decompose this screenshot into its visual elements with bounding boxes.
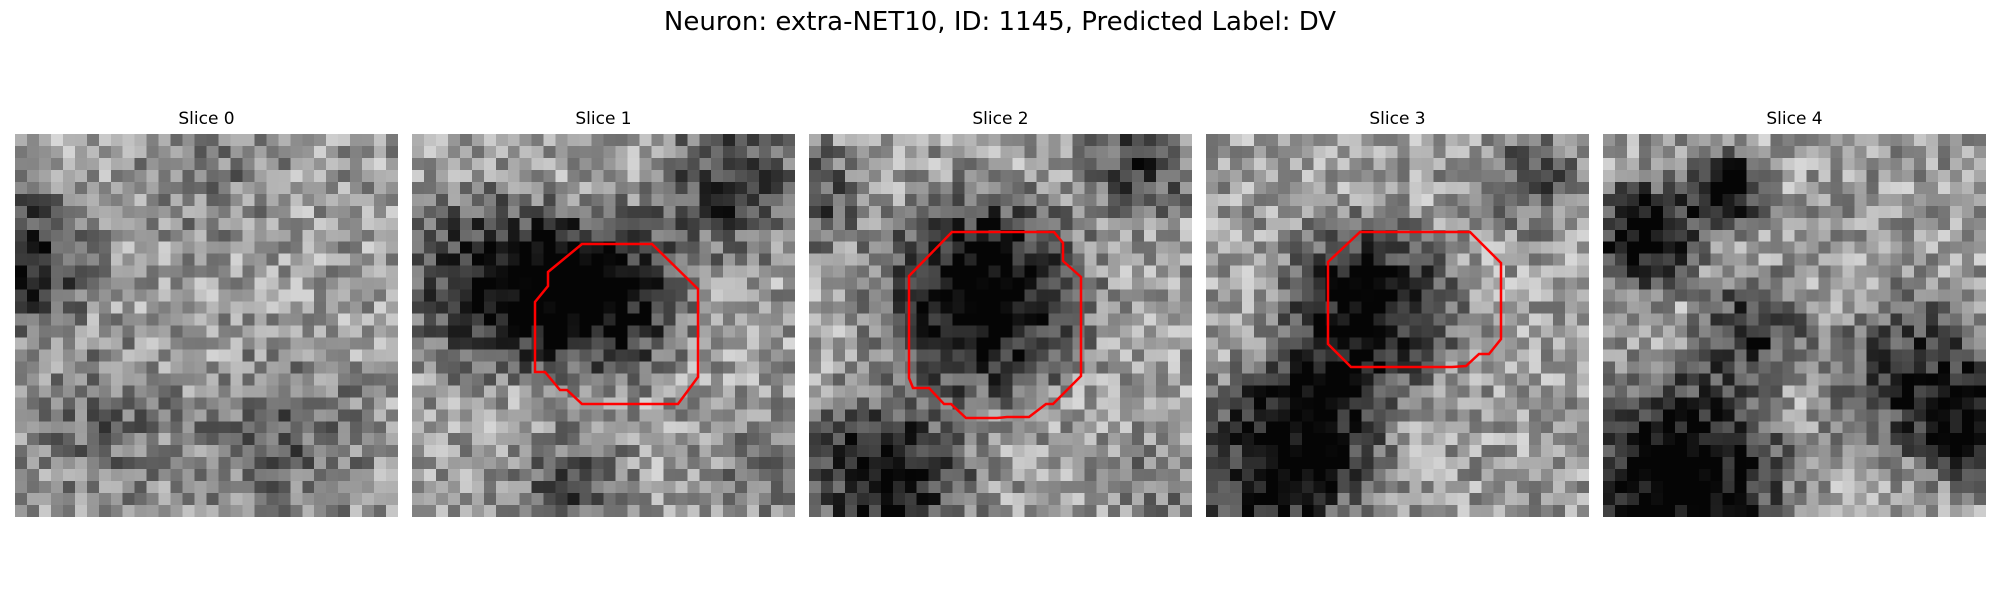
slice-panel-3: Slice 3: [1206, 108, 1589, 517]
slice-title-2: Slice 2: [972, 109, 1029, 129]
slice-image-0: [15, 134, 398, 517]
slice-panel-1: Slice 1: [412, 108, 795, 517]
slice-image-4: [1603, 134, 1986, 517]
slice-panel-4: Slice 4: [1603, 108, 1986, 517]
slice-title-3: Slice 3: [1369, 109, 1426, 129]
figure-title: Neuron: extra-NET10, ID: 1145, Predicted…: [663, 7, 1337, 37]
slice-image-3: [1206, 134, 1589, 517]
slice-image-1: [412, 134, 795, 517]
slice-title-4: Slice 4: [1766, 109, 1823, 129]
slice-panel-0: Slice 0: [15, 108, 398, 517]
slice-title-0: Slice 0: [178, 109, 235, 129]
slice-title-1: Slice 1: [575, 109, 632, 129]
slice-image-2: [809, 134, 1192, 517]
slice-panel-2: Slice 2: [809, 108, 1192, 517]
